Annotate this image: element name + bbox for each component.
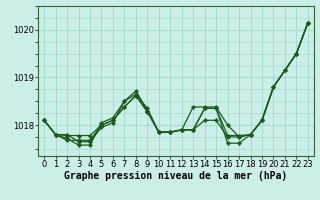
- X-axis label: Graphe pression niveau de la mer (hPa): Graphe pression niveau de la mer (hPa): [64, 171, 288, 181]
